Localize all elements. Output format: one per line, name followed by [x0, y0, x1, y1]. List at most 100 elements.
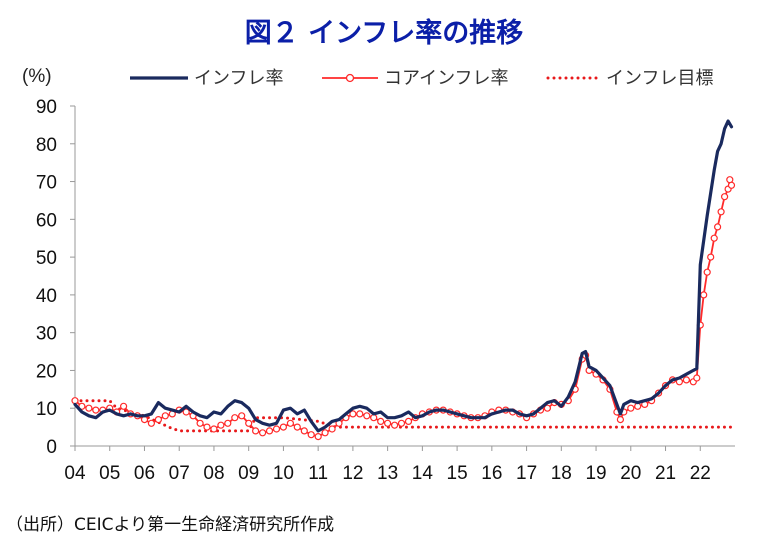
core-inflation-point — [627, 404, 635, 412]
inflation-target-line — [73, 399, 737, 433]
legend-label: インフレ目標 — [606, 68, 713, 89]
core-inflation-point — [321, 429, 329, 437]
x-tick-label: 19 — [585, 463, 606, 484]
legend-item-2: インフレ目標 — [546, 68, 713, 89]
core-inflation-point — [203, 423, 211, 431]
x-tick-label: 22 — [690, 463, 711, 484]
y-tick-label: 90 — [36, 97, 57, 118]
core-inflation-point — [703, 268, 711, 276]
y-tick-label: 70 — [36, 173, 57, 194]
series-2 — [73, 399, 737, 433]
source-note: （出所）CEICより第一生命経済研究所作成 — [6, 515, 334, 535]
core-inflation-point — [245, 419, 253, 427]
x-tick-label: 08 — [203, 463, 224, 484]
core-inflation-point — [161, 412, 169, 420]
chart-title: 図２ インフレ率の推移 — [245, 17, 524, 49]
core-inflation-point — [182, 408, 190, 416]
axes: 0 10 20 30 40 50 60 70 80 90 04 05 06 07 08 09 10 11 12 13 1… — [36, 97, 735, 484]
x-tick-label: 12 — [342, 463, 363, 484]
core-inflation-point — [140, 416, 149, 424]
x-tick-label: 21 — [655, 463, 676, 484]
core-inflation-point — [147, 419, 155, 427]
core-inflation-point — [404, 417, 413, 425]
x-tick-label: 17 — [516, 463, 537, 484]
core-inflation-point — [231, 414, 239, 422]
core-inflation-point — [119, 402, 128, 410]
x-tick-label: 15 — [447, 463, 468, 484]
y-tick-label: 10 — [36, 399, 57, 420]
x-tick-label: 11 — [308, 463, 328, 484]
legend-marker — [345, 73, 355, 83]
core-inflation-point — [727, 181, 736, 189]
x-tick-label: 10 — [273, 463, 294, 484]
core-inflation-point — [252, 427, 260, 435]
legend-item-0: インフレ率 — [130, 68, 283, 89]
y-tick-label: 40 — [36, 286, 57, 307]
core-inflation-point — [92, 406, 100, 414]
x-tick-label: 18 — [551, 463, 572, 484]
core-inflation-point — [700, 291, 708, 299]
core-inflation-point — [196, 419, 204, 427]
core-inflation-point — [265, 427, 274, 435]
y-tick-label: 0 — [46, 437, 57, 458]
x-tick-label: 20 — [620, 463, 641, 484]
y-tick-label: 30 — [36, 324, 57, 345]
core-inflation-point — [238, 412, 246, 420]
y-tick-label: 50 — [36, 248, 57, 269]
core-inflation-point — [397, 419, 406, 427]
series-1 — [71, 176, 736, 441]
core-inflation-point — [616, 416, 625, 424]
core-inflation-point — [272, 425, 281, 433]
core-inflation-point — [356, 410, 364, 418]
core-inflation-point — [391, 421, 399, 429]
core-inflation-point — [210, 425, 218, 433]
legend-label: インフレ率 — [194, 68, 283, 89]
core-inflation-point — [85, 404, 93, 412]
core-inflation-point — [377, 417, 385, 425]
core-inflation-point — [154, 416, 162, 424]
inflation-line — [73, 119, 734, 433]
x-tick-label: 09 — [238, 463, 259, 484]
x-tick-label: 14 — [412, 463, 434, 484]
core-inflation-point — [370, 414, 378, 422]
core-inflation-point — [293, 423, 301, 431]
x-tick-label: 16 — [481, 463, 502, 484]
core-inflation-point — [349, 410, 357, 418]
series-0 — [73, 119, 734, 433]
core-inflation-line — [74, 178, 733, 438]
core-inflation-point — [713, 223, 722, 231]
core-inflation-point — [693, 374, 701, 382]
series-layer — [71, 119, 737, 441]
x-tick-label: 05 — [99, 463, 120, 484]
legend-label: コアインフレ率 — [384, 68, 509, 89]
y-tick-label: 60 — [36, 210, 57, 231]
core-inflation-point — [307, 431, 315, 439]
core-inflation-point — [710, 234, 718, 242]
x-tick-label: 13 — [377, 463, 398, 484]
core-inflation-point — [682, 376, 691, 384]
legend: インフレ率 コアインフレ率 インフレ目標 — [130, 68, 713, 89]
core-inflation-point — [543, 404, 552, 412]
core-inflation-point — [720, 193, 729, 201]
core-inflation-point — [328, 425, 336, 433]
core-inflation-point — [707, 253, 715, 261]
core-inflation-point — [717, 208, 725, 216]
core-inflation-point — [279, 423, 287, 431]
core-inflation-point — [259, 429, 267, 437]
x-tick-label: 04 — [64, 463, 86, 484]
y-unit-label: (%) — [22, 66, 52, 87]
core-inflation-point — [363, 412, 371, 420]
core-inflation-point — [384, 419, 392, 427]
core-inflation-point — [286, 419, 294, 427]
x-tick-label: 07 — [169, 463, 190, 484]
x-tick-label: 06 — [134, 463, 155, 484]
core-inflation-point — [314, 433, 322, 441]
core-inflation-point — [217, 421, 225, 429]
core-inflation-point — [224, 419, 232, 427]
core-inflation-point — [300, 427, 308, 435]
core-inflation-point — [78, 402, 86, 410]
legend-item-1: コアインフレ率 — [322, 68, 509, 89]
y-tick-label: 80 — [36, 135, 57, 156]
y-tick-label: 20 — [36, 361, 57, 382]
